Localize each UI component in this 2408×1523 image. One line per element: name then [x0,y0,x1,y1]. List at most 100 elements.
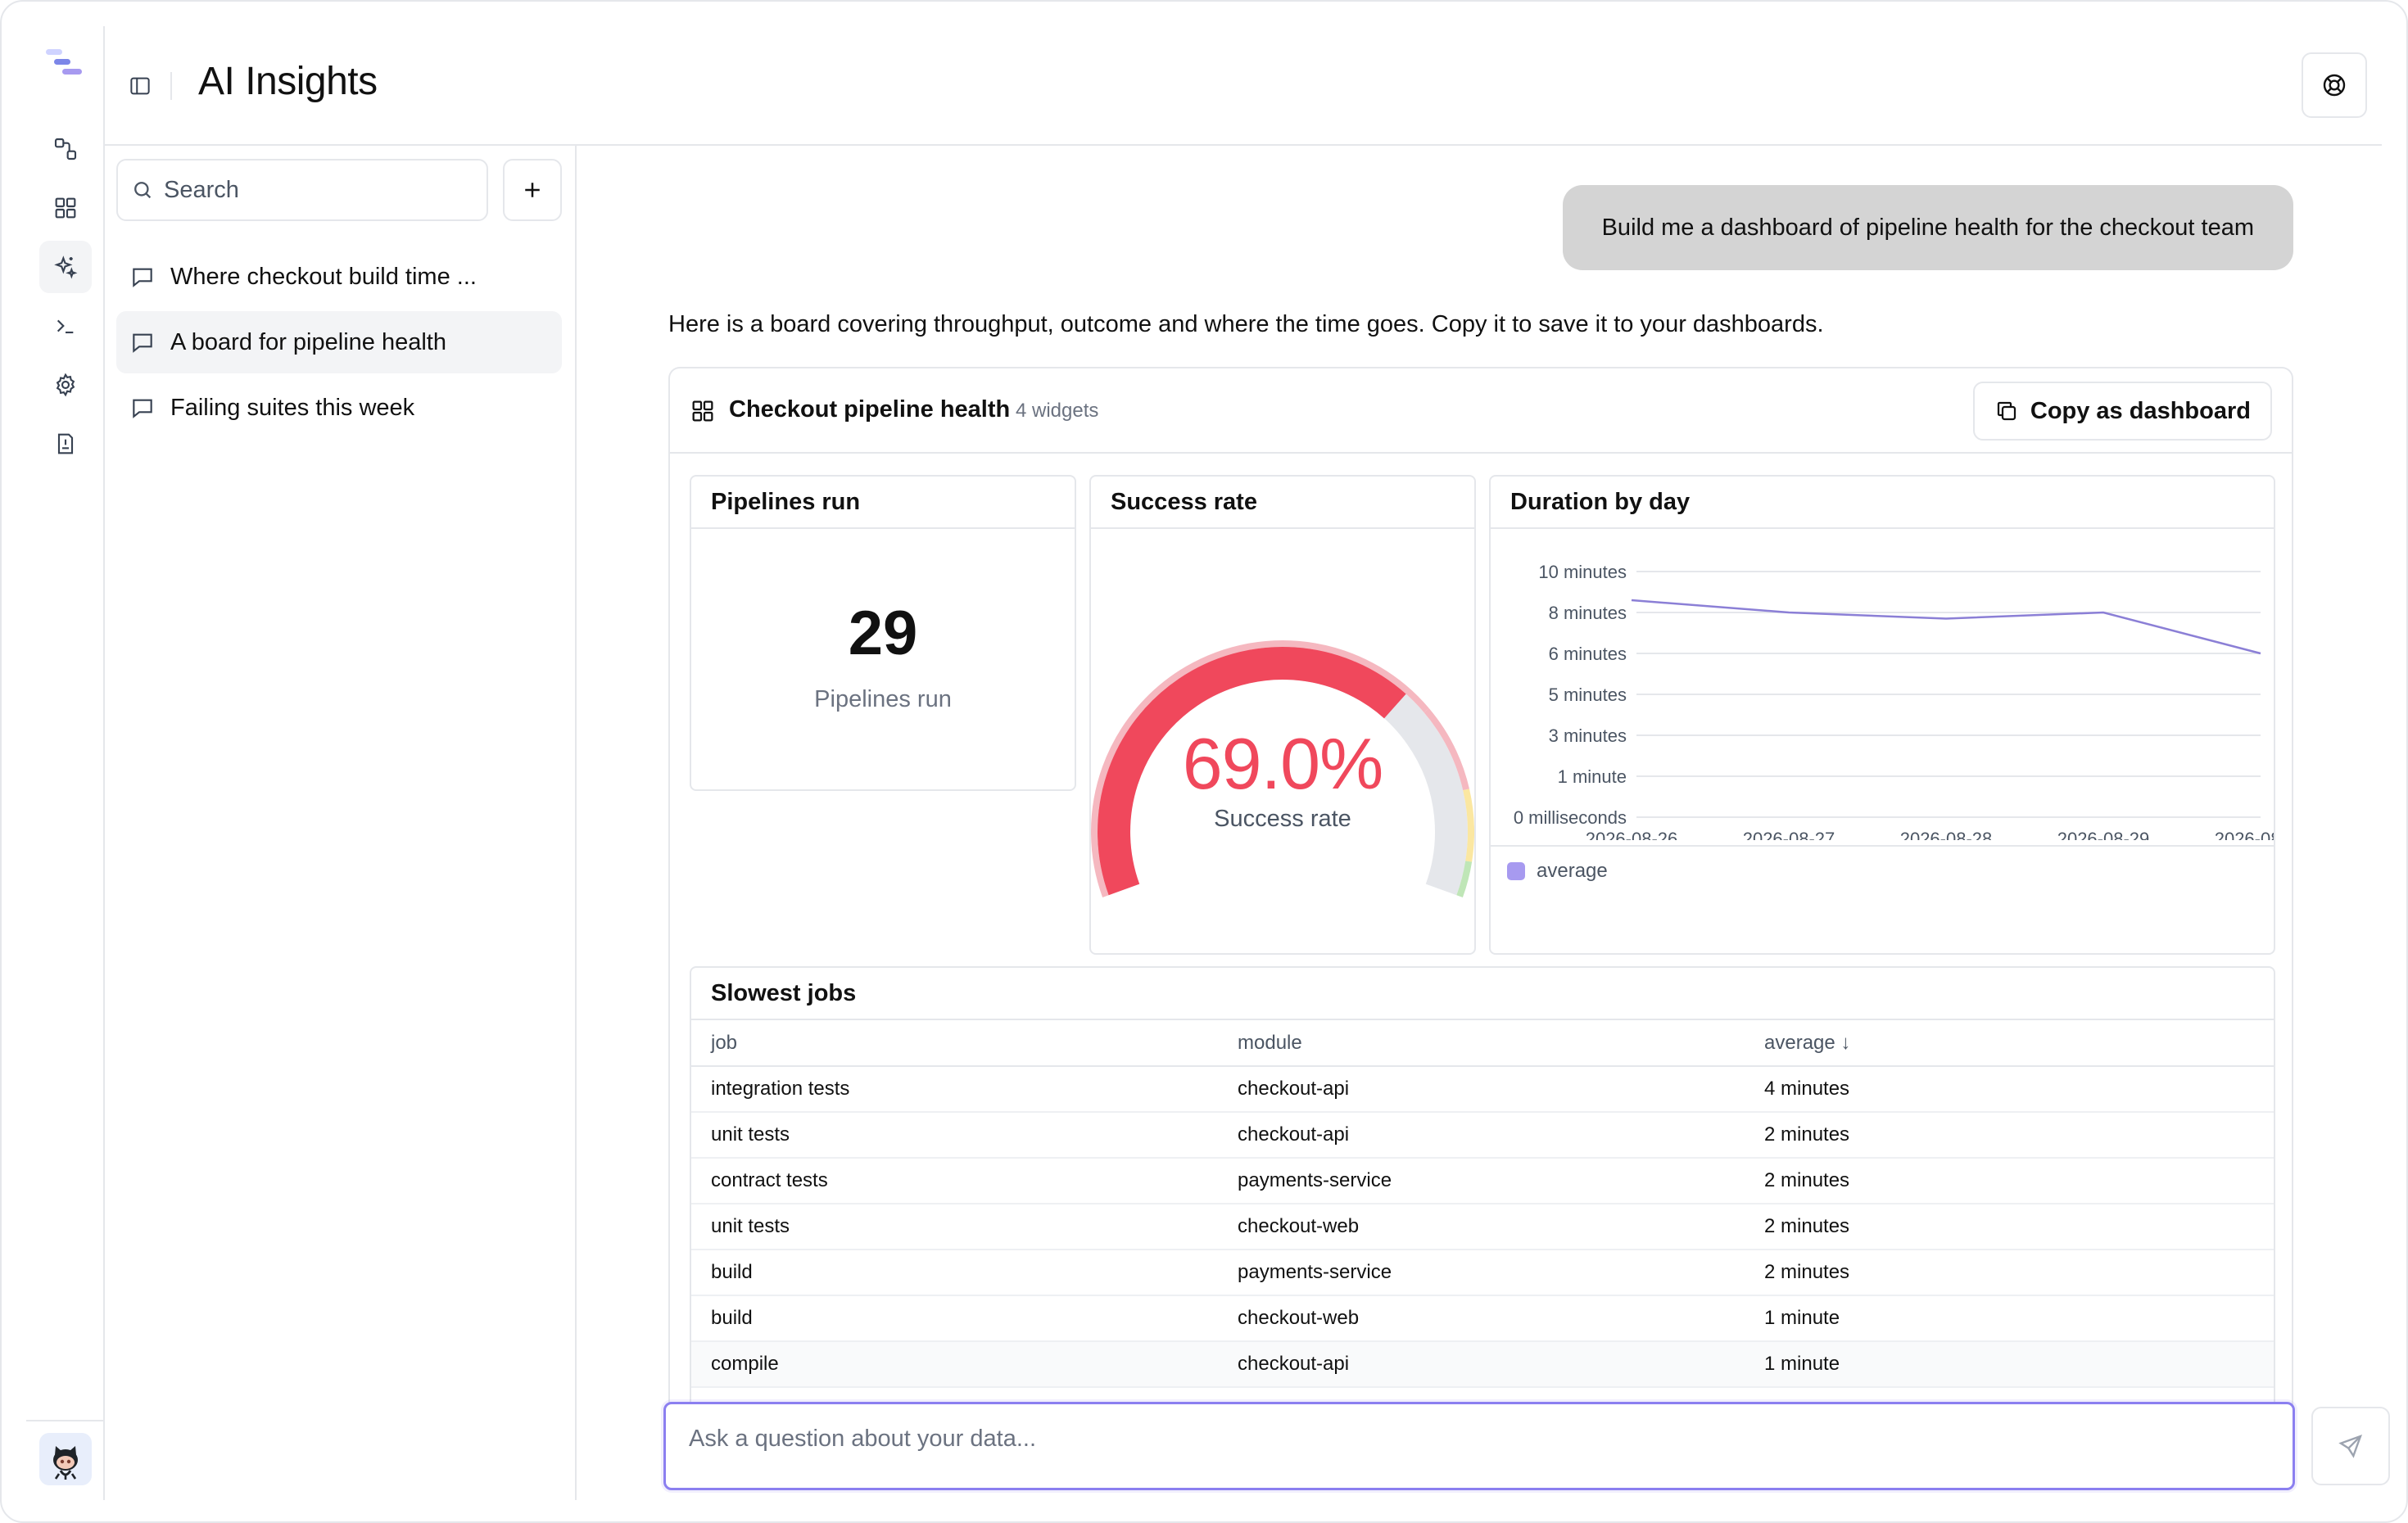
gauge-band-red [1091,640,1429,898]
user-avatar[interactable] [39,1433,92,1485]
table-row[interactable]: integration tests checkout-api 4 minutes [691,1066,2274,1113]
conversation-label: A board for pipeline health [170,328,446,355]
job-cell: compile [691,1341,1218,1388]
help-button[interactable] [2302,52,2367,118]
module-cell: checkout-api [1218,1341,1745,1388]
job-cell: unit tests [691,1112,1218,1159]
table-row[interactable]: contract tests payments-service 2 minutes [691,1158,2274,1204]
slowest-jobs-table: job module average ↓ integration tests ch… [691,1020,2274,1388]
table-row[interactable]: build checkout-web 1 minute [691,1295,2274,1342]
module-cell: checkout-api [1218,1066,1745,1113]
duration-line-chart: 10 minutes 8 minutes 6 minutes 5 minutes 3 m… [1514,562,2274,840]
y-tick-label: 1 minute [1558,766,1627,787]
search-input[interactable] [164,176,475,204]
card-title: Slowest jobs [691,968,2274,1020]
search-icon [134,182,152,199]
module-cell: payments-service [1218,1158,1745,1204]
pipelines-run-label: Pipelines run [814,686,952,712]
column-header-average[interactable]: average ↓ [1745,1020,2274,1067]
copy-as-dashboard-button[interactable]: Copy as dashboard [1972,382,2272,441]
table-row[interactable]: compile checkout-api 1 minute [691,1341,2274,1388]
module-cell: checkout-api [1218,1112,1745,1159]
chat-main: Build me a dashboard of pipeline health … [577,146,2390,1500]
send-icon [2338,1435,2362,1458]
series-line-average [1631,599,2261,655]
module-cell: checkout-web [1218,1295,1745,1342]
octocat-icon [53,1446,78,1480]
y-tick-label: 5 minutes [1549,685,1627,705]
ask-input[interactable] [689,1426,2261,1471]
job-cell: build [691,1250,1218,1296]
new-conversation-button[interactable] [503,159,562,221]
x-tick-label: 2026-08-30 [2215,829,2274,840]
table-header-row: job module average ↓ [691,1020,2274,1067]
job-cell: unit tests [691,1204,1218,1250]
chat-bubble-icon [133,399,152,418]
docs-icon[interactable] [39,418,92,470]
pipelines-icon[interactable] [39,123,92,175]
module-cell: checkout-web [1218,1204,1745,1250]
nav-rail [26,26,105,1500]
gauge-value-arc [1098,647,1406,896]
plus-icon [525,183,540,197]
column-header-module[interactable]: module [1218,1020,1745,1067]
chart-legend: average [1507,860,1608,883]
gauge-band-green [1456,861,1473,898]
conversation-sidebar: Where checkout build time ... A board fo… [105,146,577,1500]
job-cell: build [691,1295,1218,1342]
app-logo[interactable] [41,44,90,93]
legend-label: average [1537,860,1608,882]
duration-by-day-card: Duration by day 10 minutes 8 minutes 6 min… [1489,475,2275,955]
x-tick-label: 2026-08-27 [1743,829,1835,840]
average-cell: 4 minutes [1745,1066,2274,1113]
table-row[interactable]: build payments-service 2 minutes [691,1250,2274,1296]
sidebar-toggle-icon[interactable] [120,66,161,106]
table-row[interactable]: unit tests checkout-api 2 minutes [691,1112,2274,1159]
conversation-label: Failing suites this week [170,394,415,421]
success-rate-card: Success rate 69.0% Success rate [1089,475,1476,955]
average-cell: 2 minutes [1745,1204,2274,1250]
terminal-icon[interactable] [39,300,92,352]
widget-count: 4 widgets [1016,400,1099,422]
x-tick-label: 2026-08-28 [1900,829,1993,840]
y-tick-label: 8 minutes [1549,603,1627,623]
job-cell: contract tests [691,1158,1218,1204]
average-cell: 2 minutes [1745,1250,2274,1296]
search-box[interactable] [116,159,488,221]
dashboards-icon[interactable] [39,182,92,234]
settings-gear-icon[interactable] [39,359,92,411]
gauge-band-yellow [1463,789,1474,862]
conversation-item-active[interactable]: A board for pipeline health [116,311,562,373]
copy-label: Copy as dashboard [2030,397,2251,424]
conversation-item[interactable]: Failing suites this week [116,377,562,439]
conversation-item[interactable]: Where checkout build time ... [116,246,562,308]
pipelines-run-value: 29 [848,599,918,668]
y-tick-label: 0 milliseconds [1514,807,1627,828]
column-header-job[interactable]: job [691,1020,1218,1067]
legend-swatch [1507,862,1525,880]
legend-divider [1491,845,2274,847]
table-row[interactable]: unit tests checkout-web 2 minutes [691,1204,2274,1250]
pipelines-run-card: Pipelines run 29 Pipelines run [690,475,1076,791]
y-tick-label: 6 minutes [1549,644,1627,664]
average-cell: 2 minutes [1745,1112,2274,1159]
board-title: Checkout pipeline health [729,396,1011,423]
lifebuoy-icon [2323,74,2346,97]
send-button[interactable] [2311,1407,2390,1485]
y-tick-label: 3 minutes [1549,725,1627,746]
chat-bubble-icon [133,333,152,353]
table-body: integration tests checkout-api 4 minutes un… [691,1066,2274,1388]
rail-divider [26,1420,103,1421]
success-rate-gauge [1091,640,1474,898]
dashboard-preview: Checkout pipeline health 4 widgets Copy … [668,367,2293,1464]
user-message: Build me a dashboard of pipeline health … [1562,185,2293,270]
card-title: Pipelines run [691,477,1075,529]
card-title: Success rate [1091,477,1474,529]
success-rate-label: Success rate [1214,806,1351,832]
success-rate-value: 69.0% [1182,723,1384,804]
average-cell: 1 minute [1745,1341,2274,1388]
conversation-label: Where checkout build time ... [170,263,477,290]
ai-insights-icon[interactable] [39,241,92,293]
header-divider [170,72,172,100]
